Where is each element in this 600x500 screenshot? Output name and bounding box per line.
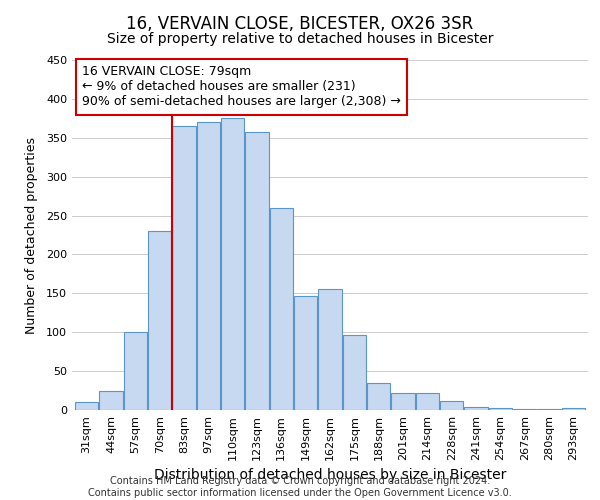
Bar bbox=[538, 409, 560, 410]
Bar bbox=[343, 336, 366, 410]
Bar bbox=[319, 290, 341, 410]
Bar bbox=[197, 122, 220, 410]
Bar bbox=[100, 390, 122, 410]
Bar bbox=[221, 118, 244, 410]
Bar bbox=[391, 393, 415, 410]
X-axis label: Distribution of detached houses by size in Bicester: Distribution of detached houses by size … bbox=[154, 468, 506, 482]
Text: 16 VERVAIN CLOSE: 79sqm
← 9% of detached houses are smaller (231)
90% of semi-de: 16 VERVAIN CLOSE: 79sqm ← 9% of detached… bbox=[82, 66, 401, 108]
Bar bbox=[440, 402, 463, 410]
Y-axis label: Number of detached properties: Number of detached properties bbox=[25, 136, 38, 334]
Text: 16, VERVAIN CLOSE, BICESTER, OX26 3SR: 16, VERVAIN CLOSE, BICESTER, OX26 3SR bbox=[127, 15, 473, 33]
Bar bbox=[513, 409, 536, 410]
Bar bbox=[294, 296, 317, 410]
Bar bbox=[124, 332, 147, 410]
Bar bbox=[270, 208, 293, 410]
Text: Contains HM Land Registry data © Crown copyright and database right 2024.
Contai: Contains HM Land Registry data © Crown c… bbox=[88, 476, 512, 498]
Bar bbox=[367, 383, 390, 410]
Bar bbox=[148, 231, 171, 410]
Bar bbox=[245, 132, 269, 410]
Bar bbox=[464, 407, 488, 410]
Text: Size of property relative to detached houses in Bicester: Size of property relative to detached ho… bbox=[107, 32, 493, 46]
Bar bbox=[75, 402, 98, 410]
Bar bbox=[172, 126, 196, 410]
Bar bbox=[562, 408, 585, 410]
Bar bbox=[416, 393, 439, 410]
Bar bbox=[489, 408, 512, 410]
